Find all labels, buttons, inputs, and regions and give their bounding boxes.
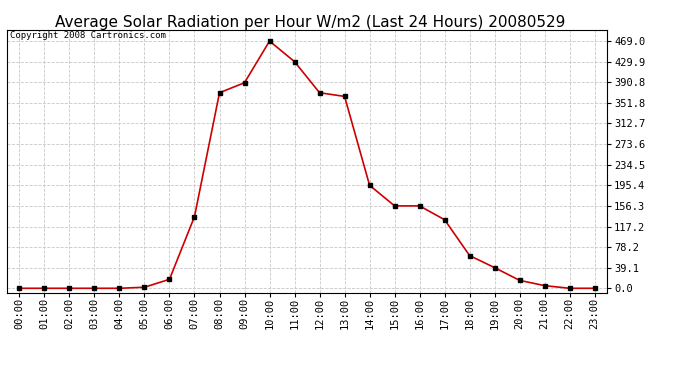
Text: Average Solar Radiation per Hour W/m2 (Last 24 Hours) 20080529: Average Solar Radiation per Hour W/m2 (L…: [55, 15, 566, 30]
Text: Copyright 2008 Cartronics.com: Copyright 2008 Cartronics.com: [10, 32, 166, 40]
